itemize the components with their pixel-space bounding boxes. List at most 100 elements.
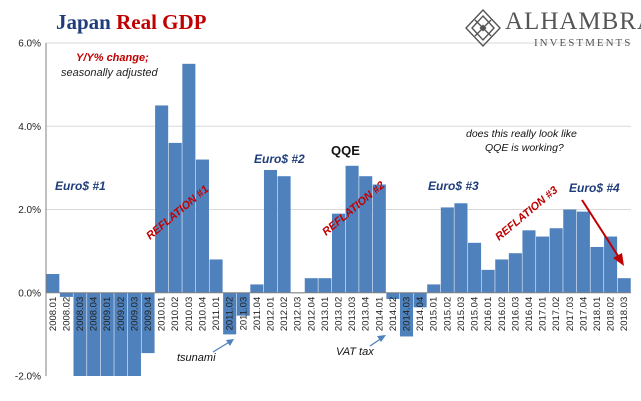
logo-subtitle: INVESTMENTS [534,37,633,49]
x-tick-label: 2016.04 [524,297,535,331]
logo-name: ALHAMBRA [505,8,641,35]
x-tick-label: 2008.04 [89,297,100,331]
euro1-label: Euro$ #1 [55,179,106,193]
x-tick-label: 2011.03 [238,297,249,331]
gridlines [46,42,631,210]
y-tick-label: 2.0% [18,205,41,216]
tsunami-arrow [212,339,234,353]
bar [549,228,563,293]
bar [481,269,495,293]
bar [250,284,264,293]
bar [427,284,441,293]
x-tick-label: 2009.02 [116,297,127,331]
x-tick-label: 2013.01 [320,297,331,331]
x-tick-label: 2010.04 [197,297,208,331]
bar [495,259,509,293]
x-tick-label: 2016.02 [497,297,508,331]
bar [536,236,550,293]
bar [223,292,237,335]
bar [468,242,482,293]
x-tick-label: 2018.01 [592,297,603,331]
x-tick-label: 2014.02 [388,297,399,331]
bar [563,209,577,293]
bar [141,292,155,354]
yy-change-note: Y/Y% change; [76,52,149,64]
bar [576,211,590,293]
x-tick-label: 2012.02 [279,297,290,331]
x-tick-label: 2017.04 [578,297,589,331]
y-tick-label: -2.0% [15,372,41,383]
tsunami-label: tsunami [177,352,216,364]
bar [522,230,536,293]
axes [45,43,631,376]
x-tick-label: 2010.03 [184,297,195,331]
bars [46,63,631,376]
bar [304,278,318,293]
x-tick-label: 2010.02 [170,297,181,331]
x-tick-label: 2015.01 [429,297,440,331]
y-tick-label: 4.0% [18,122,41,133]
bar [617,278,631,293]
bar [331,213,346,293]
x-tick-label: 2013.04 [361,297,372,331]
euro2-label: Euro$ #2 [254,152,305,166]
bar [508,253,522,293]
euro3-label: Euro$ #3 [428,179,479,193]
x-tick-label: 2008.01 [48,297,59,331]
x-tick-label: 2014.04 [415,297,426,331]
x-tick-label: 2016.03 [510,297,521,331]
x-tick-label: 2008.03 [75,297,86,331]
bar [399,292,414,337]
seasonally-note: seasonally adjusted [61,67,159,79]
question-line1: does this really look like [466,128,577,140]
x-tick-label: 2013.03 [347,297,358,331]
x-tick-label: 2014.03 [402,297,413,331]
y-tick-labels: 6.0% 4.0% 2.0% 0.0% -2.0% [15,39,41,383]
bar [155,105,169,293]
vat-tax-arrow [369,335,386,347]
bar [345,165,359,293]
bar [195,159,209,293]
x-tick-label: 2009.01 [102,297,113,331]
bar [73,292,87,376]
alhambra-logo-icon [465,9,501,47]
x-tick-label: 2017.01 [538,297,549,331]
x-tick-label: 2011.02 [225,297,236,331]
bar [277,176,291,293]
bar [182,63,196,293]
bar [168,142,182,293]
x-tick-label: 2018.03 [619,297,630,331]
x-tick-label: 2012.03 [293,297,304,331]
bar [127,292,141,376]
x-tick-label: 2015.02 [442,297,453,331]
vat-tax-label: VAT tax [336,346,374,358]
x-tick-label: 2013.02 [334,297,345,331]
bar [59,292,73,297]
y-tick-label: 0.0% [18,288,41,299]
bar [46,274,60,293]
euro4-label: Euro$ #4 [569,181,620,195]
x-tick-label: 2017.03 [565,297,576,331]
bar [318,278,332,293]
x-tick-label: 2010.01 [157,297,168,331]
bar [372,184,386,293]
x-tick-label: 2016.01 [483,297,494,331]
title-metric: Real GDP [116,10,207,34]
euro4-arrow [581,199,624,266]
x-tick-label: 2009.03 [129,297,140,331]
title-country: Japan [56,10,111,34]
x-tick-label: 2008.02 [61,297,72,331]
x-tick-label: 2015.03 [456,297,467,331]
bar [236,292,250,316]
bar [454,203,468,293]
bar [413,292,427,308]
x-tick-label: 2011.01 [211,297,222,331]
x-tick-label: 2011.04 [252,297,263,331]
bar [209,259,223,293]
qqe-label: QQE [331,143,360,158]
bar [114,292,128,376]
bar [87,292,101,376]
x-tick-label: 2017.02 [551,297,562,331]
bar [263,169,278,293]
x-tick-label: 2012.04 [306,297,317,331]
